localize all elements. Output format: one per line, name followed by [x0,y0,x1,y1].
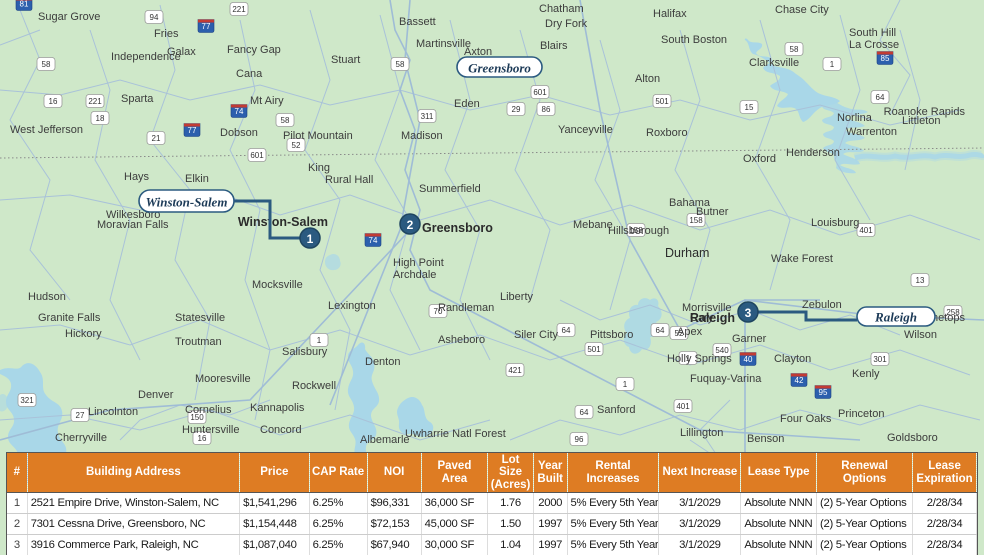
svg-text:2: 2 [407,218,414,232]
svg-text:Raleigh: Raleigh [874,310,917,325]
svg-text:3: 3 [745,306,752,320]
svg-text:Winston-Salem: Winston-Salem [146,195,228,210]
svg-text:1: 1 [307,232,314,246]
svg-text:Greensboro: Greensboro [468,61,531,76]
